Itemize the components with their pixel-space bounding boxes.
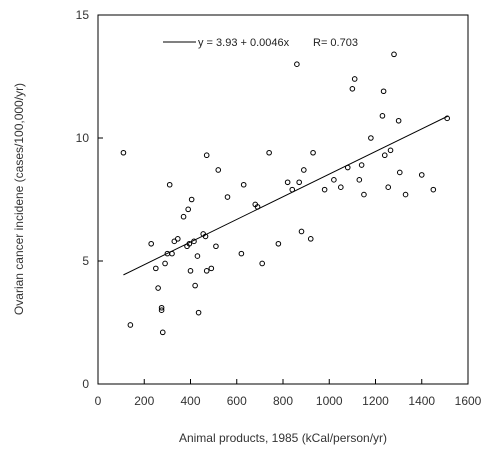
data-point bbox=[385, 184, 392, 190]
x-tick-label: 1400 bbox=[408, 394, 435, 408]
y-tick-label: 0 bbox=[82, 377, 89, 391]
data-point bbox=[148, 240, 154, 247]
data-point bbox=[192, 282, 198, 289]
x-tick-label: 200 bbox=[134, 394, 154, 408]
data-point bbox=[187, 268, 194, 274]
x-tick-label: 1600 bbox=[455, 394, 482, 408]
x-axis-title: Animal products, 1985 (kCal/person/yr) bbox=[179, 431, 387, 445]
data-point bbox=[158, 307, 165, 314]
x-tick-label: 1000 bbox=[316, 394, 343, 408]
data-point bbox=[215, 167, 222, 173]
y-axis-title: Ovarian cancer incidene (cases/100,000/y… bbox=[12, 83, 26, 315]
data-point bbox=[387, 147, 394, 154]
data-point bbox=[155, 285, 161, 291]
legend: y = 3.93 + 0.0046x R= 0.703 bbox=[163, 37, 358, 49]
data-point bbox=[361, 191, 367, 198]
data-point bbox=[238, 250, 245, 257]
data-point bbox=[321, 186, 328, 193]
regression-line bbox=[123, 115, 449, 276]
data-point bbox=[358, 162, 365, 168]
data-point bbox=[208, 265, 215, 272]
data-point bbox=[153, 265, 159, 272]
x-tick-label: 1200 bbox=[362, 394, 389, 408]
x-tick-label: 0 bbox=[95, 394, 102, 408]
plot-frame bbox=[97, 14, 469, 385]
x-axis: 0 200 400 600 800 1000 1200 1400 1600 bbox=[95, 379, 482, 408]
data-point bbox=[418, 172, 425, 178]
data-point bbox=[185, 206, 191, 213]
y-tick-label: 15 bbox=[76, 8, 90, 22]
x-tick-label: 400 bbox=[180, 394, 200, 408]
data-point bbox=[213, 243, 219, 250]
data-points bbox=[120, 51, 450, 336]
data-point bbox=[240, 181, 247, 188]
y-tick-label: 5 bbox=[82, 254, 89, 268]
data-point bbox=[338, 184, 344, 190]
data-point bbox=[349, 86, 356, 92]
data-point bbox=[174, 236, 181, 242]
data-point bbox=[301, 167, 307, 173]
data-point bbox=[195, 309, 202, 316]
data-point bbox=[331, 177, 337, 183]
data-point bbox=[298, 228, 305, 235]
x-tick-label: 800 bbox=[273, 394, 293, 408]
data-point bbox=[395, 117, 402, 124]
legend-equation: y = 3.93 + 0.0046x bbox=[198, 37, 290, 49]
data-point bbox=[356, 177, 363, 183]
data-point bbox=[275, 240, 282, 247]
legend-r-value: R= 0.703 bbox=[313, 37, 358, 49]
data-point bbox=[266, 149, 272, 156]
data-point bbox=[310, 149, 316, 156]
data-point bbox=[380, 88, 387, 95]
data-point bbox=[120, 149, 127, 156]
data-point bbox=[224, 194, 231, 200]
data-point bbox=[203, 152, 210, 159]
data-point bbox=[158, 304, 165, 311]
data-point bbox=[296, 179, 302, 186]
x-tick-label: 600 bbox=[227, 394, 247, 408]
data-point bbox=[307, 236, 314, 242]
data-point bbox=[351, 76, 358, 82]
data-point bbox=[381, 152, 388, 159]
data-point bbox=[391, 51, 397, 58]
data-point bbox=[194, 253, 201, 259]
data-point bbox=[402, 191, 409, 198]
data-point bbox=[180, 213, 187, 220]
data-point bbox=[127, 322, 134, 328]
data-point bbox=[202, 233, 209, 240]
data-point bbox=[379, 113, 386, 119]
data-point bbox=[396, 169, 403, 176]
data-point bbox=[159, 329, 166, 336]
y-axis: 0 5 10 15 bbox=[76, 8, 103, 391]
data-point bbox=[166, 181, 173, 188]
data-point bbox=[284, 179, 291, 186]
data-point bbox=[368, 135, 374, 141]
y-tick-label: 10 bbox=[76, 131, 90, 145]
data-point bbox=[430, 186, 437, 193]
data-point bbox=[259, 260, 265, 267]
data-point bbox=[294, 61, 300, 67]
data-point bbox=[162, 260, 168, 267]
data-point bbox=[188, 196, 195, 203]
data-point bbox=[203, 268, 210, 274]
